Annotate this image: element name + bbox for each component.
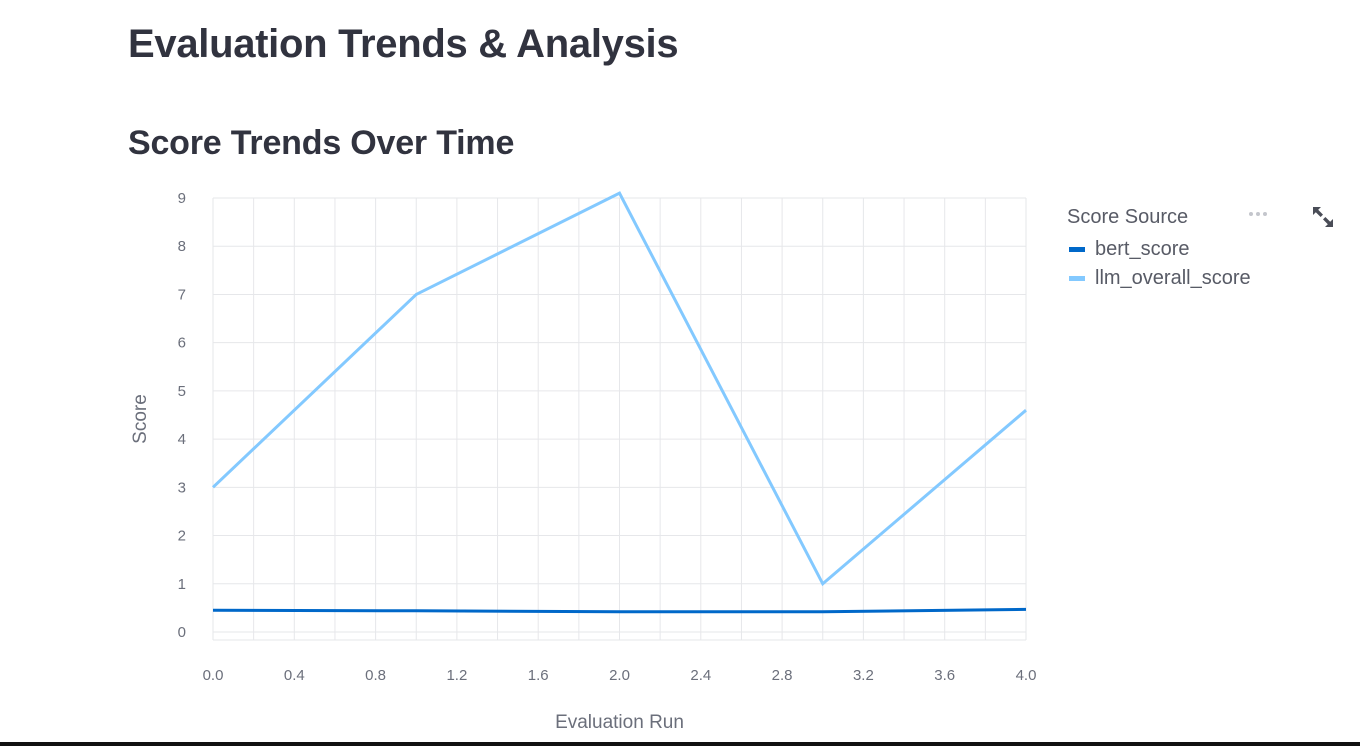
legend-swatch	[1069, 247, 1085, 252]
y-tick-label: 2	[178, 528, 186, 545]
series-line-bert-score[interactable]	[212, 607, 1027, 614]
series-lines	[211, 191, 1027, 614]
y-tick-label: 7	[178, 286, 186, 303]
x-tick-label: 0.8	[365, 667, 386, 684]
x-tick-label: 3.2	[853, 667, 874, 684]
legend-item-bert-score[interactable]: bert_score	[1067, 235, 1251, 264]
x-tick-label: 1.2	[446, 667, 467, 684]
series-line-llm-overall-score[interactable]	[211, 191, 1027, 587]
fullscreen-expand-icon[interactable]	[1310, 204, 1336, 230]
grid	[212, 197, 1027, 641]
x-tick-label: 2.0	[609, 667, 630, 684]
tick-labels: 0 1 2 3 4 5 6 7 8 9 0.0 0.4 0.8 1.2 1.6 2.0 2.4 2.8 3.2 3.6…	[178, 190, 1037, 684]
y-tick-label: 3	[178, 479, 186, 496]
x-tick-label: 4.0	[1016, 667, 1037, 684]
x-tick-label: 0.4	[284, 667, 305, 684]
section-title: Score Trends Over Time	[128, 124, 515, 162]
bottom-divider	[0, 742, 1360, 746]
y-tick-label: 5	[178, 383, 186, 400]
y-tick-label: 4	[178, 431, 186, 448]
legend-label: llm_overall_score	[1095, 267, 1251, 289]
x-tick-label: 0.0	[203, 667, 224, 684]
x-tick-label: 2.8	[772, 667, 793, 684]
y-tick-label: 9	[178, 190, 186, 207]
y-tick-label: 1	[178, 576, 186, 593]
legend-item-llm-overall-score[interactable]: llm_overall_score	[1067, 264, 1251, 293]
more-horizontal-icon[interactable]	[1244, 204, 1272, 224]
legend-title: Score Source	[1067, 206, 1189, 228]
y-axis-title: Score	[130, 394, 151, 444]
x-tick-label: 2.4	[690, 667, 711, 684]
page-title: Evaluation Trends & Analysis	[128, 22, 679, 66]
legend-label: bert_score	[1095, 238, 1190, 260]
legend: Score Source bert_score llm_overall_scor…	[1067, 206, 1251, 293]
legend-swatch	[1069, 276, 1085, 281]
x-tick-label: 1.6	[528, 667, 549, 684]
y-tick-label: 6	[178, 335, 186, 352]
y-tick-label: 8	[178, 238, 186, 255]
x-tick-label: 3.6	[934, 667, 955, 684]
y-tick-label: 0	[178, 624, 186, 641]
x-axis-title: Evaluation Run	[555, 712, 684, 733]
